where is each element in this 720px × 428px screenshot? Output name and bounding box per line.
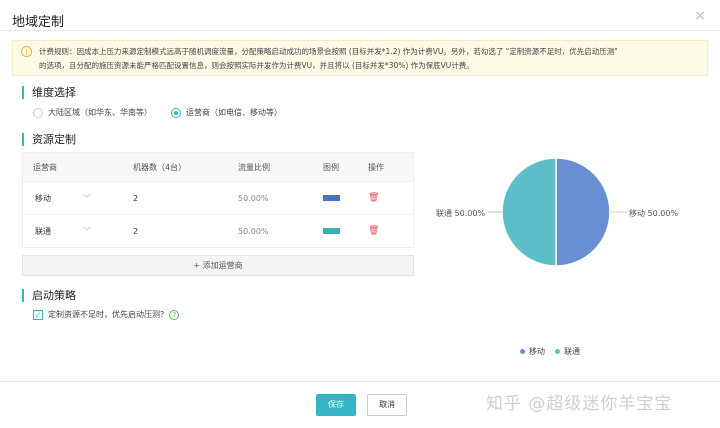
- radio-label: 大陆区域（如华东、华南等）: [48, 108, 152, 117]
- chevron-down-icon[interactable]: ﹀: [83, 193, 91, 203]
- table-header: 运营商 机器数（4台） 流量比例 图例 操作: [23, 153, 413, 181]
- table-row: 联通 ﹀ 2 50.00% 🗑: [23, 214, 413, 247]
- pie-slice-liantong: [501, 157, 557, 267]
- radio-icon[interactable]: [33, 107, 43, 118]
- trash-icon[interactable]: 🗑: [368, 193, 380, 203]
- legend-item-liantong[interactable]: 联通: [555, 346, 580, 357]
- divider: [0, 30, 720, 31]
- ratio-value: 50.00%: [238, 193, 269, 203]
- trash-icon[interactable]: 🗑: [368, 226, 380, 236]
- radio-carrier[interactable]: 运营商（如电信、移动等）: [171, 107, 282, 118]
- chevron-down-icon[interactable]: ﹀: [83, 226, 91, 236]
- radio-selected-icon[interactable]: [171, 107, 181, 118]
- machines-input[interactable]: 2: [133, 226, 139, 236]
- legend-swatch: [323, 194, 340, 201]
- divider: [0, 381, 720, 382]
- notice-line-1: 计费规则：因成本上压力来源定制模式远高于随机调度流量，分配策略启动成功的场景会按…: [39, 47, 618, 56]
- cancel-button[interactable]: 取消: [367, 394, 407, 416]
- header-machines: 机器数（4台）: [133, 162, 187, 172]
- chart-legend: 移动 联通: [520, 346, 580, 357]
- notice-line-2: 的选项，且分配的施压资源未能严格匹配设置信息，则会按照实际并发作为计费VU，并且…: [39, 61, 474, 70]
- section-resource: 资源定制: [22, 133, 76, 146]
- add-carrier-button[interactable]: + 添加运营商: [22, 255, 414, 276]
- save-button[interactable]: 保存: [316, 394, 356, 416]
- priority-checkbox[interactable]: ✓ 定制资源不足时，优先启动压测? ?: [33, 309, 180, 320]
- ratio-value: 50.00%: [238, 226, 269, 236]
- section-dimension: 维度选择: [22, 86, 76, 99]
- carrier-select[interactable]: 移动: [35, 193, 51, 203]
- checkbox-label: 定制资源不足时，优先启动压测?: [48, 310, 165, 319]
- watermark: 知乎 @超级迷你羊宝宝: [486, 394, 673, 414]
- section-strategy: 启动策略: [22, 289, 76, 302]
- radio-label: 运营商（如电信、移动等）: [186, 108, 282, 117]
- header-ratio: 流量比例: [238, 162, 270, 172]
- pie-label-liantong: 联通 50.00%: [436, 209, 486, 218]
- pie-label-yidong: 移动 50.00%: [629, 209, 679, 218]
- header-legend: 图例: [323, 162, 339, 172]
- resource-table: 运营商 机器数（4台） 流量比例 图例 操作 移动 ﹀ 2 50.00% 🗑 联…: [22, 152, 414, 248]
- dialog-title: 地域定制: [12, 15, 65, 30]
- radio-region[interactable]: 大陆区域（如华东、华南等）: [33, 107, 152, 118]
- billing-notice: ! 计费规则：因成本上压力来源定制模式远高于随机调度流量，分配策略启动成功的场景…: [12, 40, 708, 76]
- close-icon[interactable]: ×: [694, 8, 706, 24]
- info-icon: !: [21, 46, 32, 57]
- help-icon[interactable]: ?: [169, 309, 180, 320]
- pie-slice-yidong: [555, 157, 611, 267]
- legend-swatch: [323, 227, 340, 234]
- pie-chart: [488, 157, 627, 267]
- header-actions: 操作: [368, 162, 384, 172]
- carrier-select[interactable]: 联通: [35, 226, 51, 236]
- legend-item-yidong[interactable]: 移动: [520, 346, 545, 357]
- table-row: 移动 ﹀ 2 50.00% 🗑: [23, 181, 413, 214]
- header-carrier: 运营商: [33, 162, 57, 172]
- checkbox-checked-icon[interactable]: ✓: [33, 309, 43, 320]
- machines-input[interactable]: 2: [133, 193, 139, 203]
